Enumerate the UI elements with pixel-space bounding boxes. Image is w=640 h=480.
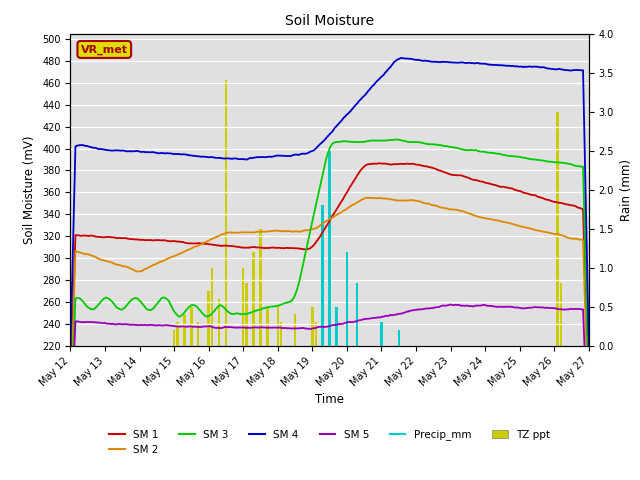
Y-axis label: Soil Moisture (mV): Soil Moisture (mV) xyxy=(24,135,36,244)
Bar xyxy=(356,283,358,346)
Bar xyxy=(246,283,248,346)
Bar xyxy=(197,322,200,346)
Bar xyxy=(218,299,220,346)
Bar xyxy=(276,307,279,346)
Bar xyxy=(328,151,331,346)
Legend: SM 1, SM 2, SM 3, SM 4, SM 5, Precip_mm, TZ ppt: SM 1, SM 2, SM 3, SM 4, SM 5, Precip_mm,… xyxy=(105,425,554,459)
Bar xyxy=(225,80,227,346)
Bar xyxy=(207,291,210,346)
Bar xyxy=(211,268,213,346)
Bar xyxy=(173,330,175,346)
Bar xyxy=(252,252,255,346)
X-axis label: Time: Time xyxy=(315,393,344,406)
Bar xyxy=(190,307,193,346)
Text: VR_met: VR_met xyxy=(81,44,128,55)
Bar xyxy=(397,330,400,346)
Bar xyxy=(321,205,324,346)
Bar xyxy=(557,111,559,346)
Bar xyxy=(294,314,296,346)
Bar xyxy=(280,322,282,346)
Bar xyxy=(242,268,244,346)
Bar xyxy=(177,322,179,346)
Bar xyxy=(346,252,348,346)
Title: Soil Moisture: Soil Moisture xyxy=(285,14,374,28)
Y-axis label: Rain (mm): Rain (mm) xyxy=(620,158,632,221)
Bar xyxy=(311,307,314,346)
Bar xyxy=(266,307,269,346)
Bar xyxy=(183,314,186,346)
Bar xyxy=(380,322,383,346)
Bar xyxy=(259,228,262,346)
Bar xyxy=(315,322,317,346)
Bar xyxy=(335,307,338,346)
Bar xyxy=(560,283,563,346)
